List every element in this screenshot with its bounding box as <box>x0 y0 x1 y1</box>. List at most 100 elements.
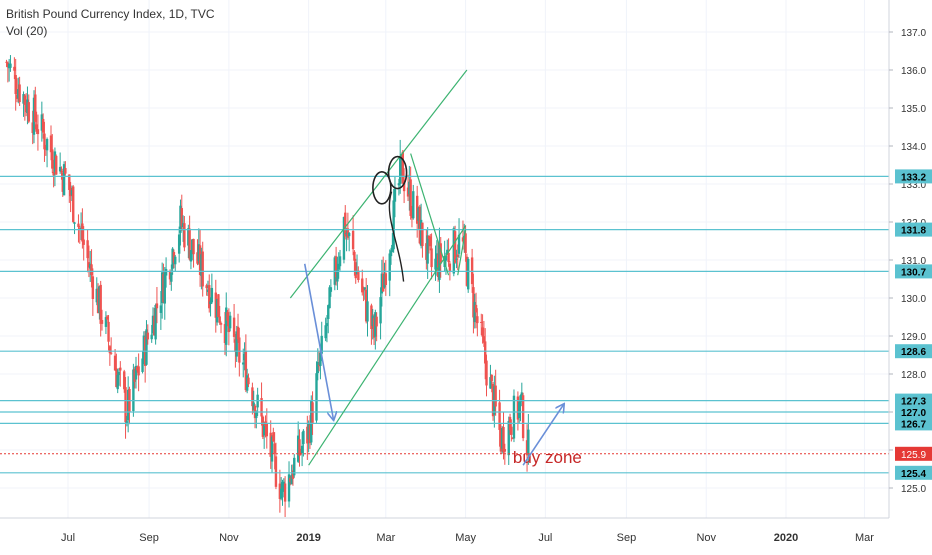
candle-body <box>480 321 483 323</box>
candle-body <box>389 250 393 257</box>
candle-body <box>113 355 117 371</box>
candle-body <box>51 149 54 169</box>
level-price-label: 130.7 <box>901 267 926 278</box>
volume-indicator-label[interactable]: Vol (20) <box>6 24 48 38</box>
candle-body <box>134 365 138 380</box>
current-price-label: 125.9 <box>901 450 926 461</box>
candle-body <box>126 389 130 421</box>
time-tick-label: Jul <box>61 532 75 544</box>
candle-body <box>232 317 236 337</box>
candle-body <box>189 250 193 262</box>
candle-body <box>490 374 493 382</box>
candle-body <box>81 223 84 242</box>
level-price-badge <box>895 344 932 359</box>
candle-body <box>209 301 212 305</box>
candle-body <box>307 423 310 440</box>
candle-body <box>472 287 475 318</box>
candle-body <box>58 166 62 172</box>
candle-body <box>205 285 208 289</box>
level-price-badge <box>895 405 932 419</box>
candle-body <box>362 288 365 291</box>
candle-body <box>464 233 467 254</box>
candle-body <box>36 129 40 135</box>
candle-body <box>507 421 510 456</box>
price-tick-label: 128.0 <box>901 370 926 381</box>
price-tick-label: 135.0 <box>901 104 926 115</box>
candle-body <box>23 95 27 105</box>
candle-body <box>308 425 312 444</box>
price-tick-label: 129.0 <box>901 332 926 343</box>
candle-body <box>372 318 376 338</box>
candle-body <box>159 305 163 313</box>
candle-body <box>96 288 100 314</box>
ellipse-annotation <box>372 171 392 205</box>
candle-body <box>41 118 45 133</box>
symbol-title[interactable]: British Pound Currency Index, 1D, TVC <box>6 7 215 21</box>
candle-body <box>95 288 98 303</box>
candle-body <box>316 361 319 374</box>
candle-body <box>300 445 304 454</box>
candle-body <box>171 248 174 269</box>
candle-body <box>217 294 220 318</box>
candle-body <box>398 156 402 184</box>
candle-body <box>392 200 395 250</box>
candle-body <box>243 354 246 361</box>
candle-body <box>137 366 140 376</box>
candle-body <box>244 351 248 391</box>
candle-body <box>142 335 146 360</box>
candle-body <box>196 252 199 264</box>
candle-body <box>18 84 21 103</box>
time-tick-label: Nov <box>696 532 716 544</box>
candle-body <box>278 483 282 499</box>
candle-body <box>375 316 378 327</box>
level-price-badge <box>895 416 932 431</box>
level-price-label: 133.2 <box>901 172 926 183</box>
candle-body <box>141 358 144 372</box>
candle-body <box>164 268 168 276</box>
candle-body <box>270 436 274 462</box>
candle-body <box>198 245 202 276</box>
level-price-label: 127.0 <box>901 408 926 419</box>
annotation-text: buy zone <box>513 448 582 467</box>
candle-body <box>45 139 49 151</box>
candle-body <box>168 271 172 280</box>
time-tick-label: 2020 <box>774 532 798 544</box>
candle-body <box>455 258 458 260</box>
candle-body <box>444 255 448 261</box>
candle-body <box>293 457 296 476</box>
candle-body <box>43 133 46 150</box>
candle-body <box>242 362 245 365</box>
candle-body <box>132 369 135 412</box>
candle-body <box>79 227 83 229</box>
candle-body <box>379 297 382 324</box>
candle-body <box>434 258 437 270</box>
time-tick-label: Sep <box>139 532 159 544</box>
level-price-badge <box>895 465 932 480</box>
candle-body <box>179 205 182 233</box>
candle-body <box>327 305 330 319</box>
time-tick-label: Mar <box>855 532 874 544</box>
candle-body <box>77 223 80 228</box>
candle-body <box>410 215 414 218</box>
candle-body <box>337 263 340 270</box>
level-price-badge <box>895 393 932 408</box>
candle-body <box>485 360 488 386</box>
candle-body <box>155 303 159 309</box>
candle-body <box>489 377 492 389</box>
level-price-badge <box>895 264 932 279</box>
candle-body <box>290 474 293 485</box>
candle-body <box>364 289 368 322</box>
candle-body <box>447 252 450 263</box>
candle-body <box>354 262 357 279</box>
candle-body <box>251 387 254 407</box>
candle-body <box>438 243 441 280</box>
candle-body <box>470 257 474 285</box>
candle-body <box>5 61 8 63</box>
candle-body <box>361 278 364 293</box>
arrow-annotation <box>522 404 564 466</box>
candle-body <box>298 439 301 456</box>
price-tick-label: 136.0 <box>901 66 926 77</box>
price-tick-label: 131.0 <box>901 256 926 267</box>
